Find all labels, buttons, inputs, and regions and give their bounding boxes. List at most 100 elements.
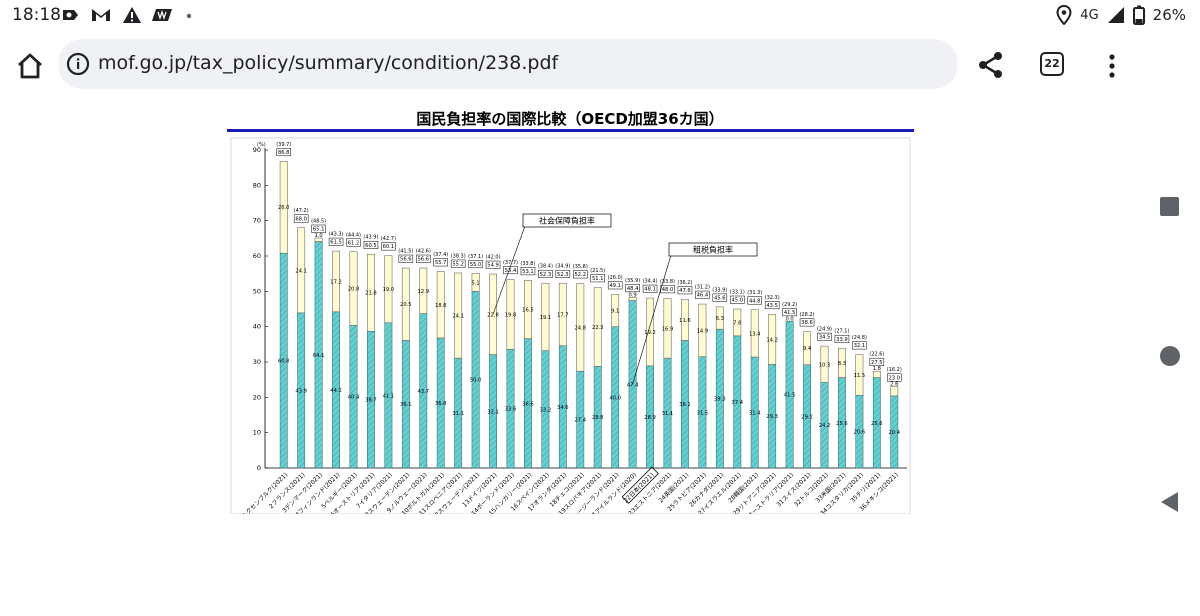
total-value-label: 46.4: [697, 293, 709, 299]
url-text[interactable]: mof.go.jp/tax_policy/summary/condition/2…: [98, 52, 559, 74]
total-value-label: 47.6: [679, 288, 691, 294]
total-value-label: 33.9: [836, 337, 848, 343]
total-value-label: 51.1: [592, 276, 604, 282]
home-icon[interactable]: [14, 50, 46, 82]
annotation-box: [668, 242, 758, 257]
gdp-ratio-label: (47.2): [294, 208, 309, 214]
bar-social: [506, 279, 515, 350]
bar-social: [872, 370, 881, 378]
total-value-box: [381, 242, 396, 251]
pdf-viewer[interactable]: 国民負担率の国際比較（OECD加盟36カ国） (%) 0 10 20 30 40 50 60…: [0, 98, 1200, 530]
social-value-label: 20.8: [348, 287, 360, 293]
tax-value-label: 47.4: [627, 382, 639, 388]
warning-icon: [123, 7, 141, 23]
tax-value-label: 64.1: [313, 353, 325, 359]
social-value-label: 13.4: [749, 331, 761, 337]
y-tick-label: 90: [253, 146, 261, 154]
tax-value-label: 33.2: [540, 407, 552, 413]
total-value-label: 45.6: [714, 295, 726, 301]
gdp-ratio-label: (34.9): [555, 264, 570, 270]
y-tick-label: 40: [253, 323, 261, 331]
gdp-ratio-label: (44.4): [346, 232, 361, 238]
social-value-label: 8.3: [838, 361, 846, 367]
total-value-box: [869, 357, 885, 366]
total-value-label: 53.1: [522, 269, 534, 275]
bar-social: [297, 227, 306, 314]
total-value-box: [450, 259, 466, 268]
total-value-box: [712, 293, 728, 302]
recents-icon[interactable]: [1160, 197, 1179, 216]
social-value-label: 14.2: [766, 337, 778, 343]
annotation-leader: [492, 225, 526, 315]
battery-icon: [1132, 5, 1145, 25]
tax-value-label: 34.6: [557, 405, 569, 411]
social-value-label: 24.8: [574, 325, 586, 331]
bar-social: [663, 298, 672, 359]
back-icon[interactable]: [1161, 492, 1178, 512]
tax-value-label: 38.7: [365, 398, 377, 404]
bar-social: [628, 297, 637, 301]
total-value-box: [363, 240, 379, 249]
total-value-box: [660, 285, 675, 294]
social-value-label: 0.9: [628, 292, 636, 298]
gdp-ratio-label: (33.8): [660, 279, 675, 285]
total-value-box: [852, 341, 867, 350]
tax-value-label: 31.1: [452, 411, 464, 417]
social-value-label: 14.9: [697, 328, 709, 334]
social-value-label: 22.8: [487, 312, 499, 318]
gdp-ratio-label: (32.3): [765, 295, 780, 301]
total-value-label: 48.1: [644, 287, 656, 293]
social-value-label: 19.1: [540, 315, 552, 321]
y-tick-label: 80: [253, 181, 261, 189]
total-value-box: [311, 224, 326, 233]
gdp-ratio-label: (48.5): [311, 218, 326, 224]
bar-social: [541, 282, 550, 351]
social-value-label: 16.9: [662, 326, 674, 332]
tax-value-label: 36.6: [522, 401, 534, 407]
more-options-icon[interactable]: [1100, 52, 1124, 80]
category-label: 33米国(2021): [814, 471, 848, 505]
bar-social: [419, 267, 428, 314]
gdp-ratio-label: (37.1): [468, 254, 483, 260]
tax-value-label: 36.1: [679, 402, 691, 408]
social-value-label: 16.5: [522, 308, 534, 314]
total-value-box: [642, 284, 658, 293]
gdp-ratio-label: (31.2): [695, 285, 710, 291]
share-icon[interactable]: [976, 50, 1006, 80]
total-value-label: 56.6: [417, 257, 429, 263]
browser-toolbar: mof.go.jp/tax_policy/summary/condition/2…: [0, 32, 1200, 98]
bar-social: [314, 237, 323, 242]
bar-social: [698, 303, 707, 357]
total-value-box: [433, 258, 448, 267]
bar-social: [332, 250, 340, 313]
total-value-box: [346, 238, 361, 247]
total-value-box: [607, 281, 623, 290]
bar-social: [681, 299, 689, 341]
tax-value-label: 29.2: [801, 414, 813, 420]
tax-value-label: 60.8: [278, 359, 290, 365]
status-icons-left: [60, 6, 194, 24]
gdp-ratio-label: (24.9): [817, 327, 832, 333]
tab-switcher-button[interactable]: 22: [1040, 52, 1064, 76]
social-value-label: 21.8: [365, 291, 377, 297]
info-icon[interactable]: [66, 52, 90, 76]
total-value-label: 55.2: [452, 262, 464, 268]
gdp-ratio-label: (31.3): [747, 290, 762, 296]
tax-value-label: 31.1: [662, 411, 674, 417]
bar-social: [733, 308, 742, 337]
total-value-box: [328, 237, 344, 246]
gdp-ratio-label: (41.5): [398, 249, 413, 255]
annotation-label: 社会保障負担率: [539, 216, 595, 226]
social-value-label: 11.6: [679, 318, 691, 324]
tax-value-label: 31.4: [749, 411, 761, 417]
total-value-box: [538, 269, 553, 278]
home-nav-icon[interactable]: [1160, 346, 1180, 366]
gdp-ratio-label: (22.6): [869, 352, 884, 358]
total-value-label: 41.5: [784, 310, 796, 316]
social-value-label: 7.6: [733, 320, 741, 326]
total-value-label: 52.3: [557, 272, 569, 278]
total-value-box: [276, 148, 291, 157]
system-nav-bar: [1140, 196, 1200, 612]
bar-social: [855, 354, 864, 396]
address-bar[interactable]: mof.go.jp/tax_policy/summary/condition/2…: [58, 39, 958, 89]
